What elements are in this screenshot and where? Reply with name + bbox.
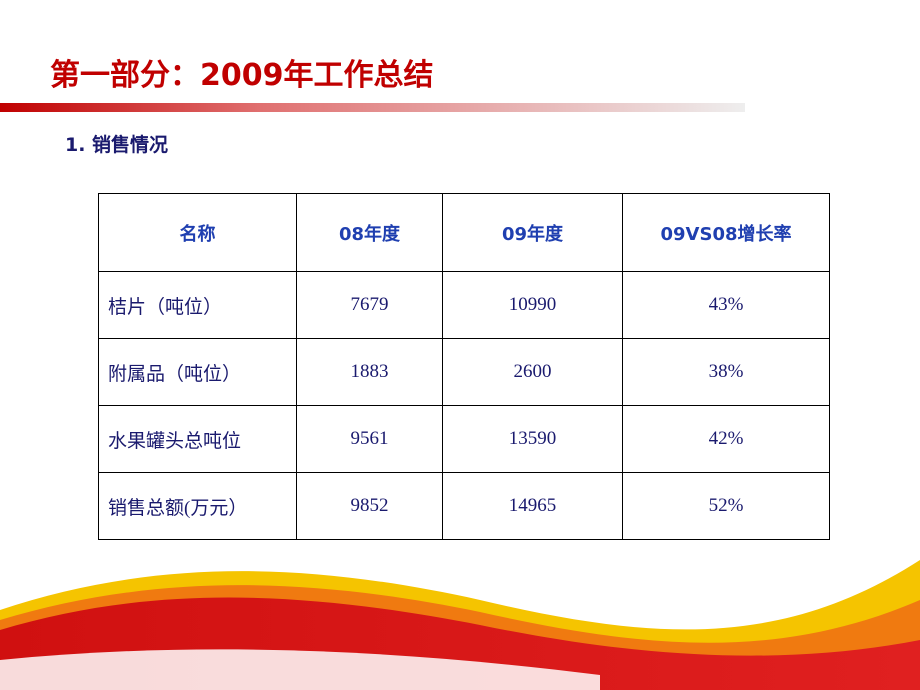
cell: 桔片（吨位） bbox=[98, 271, 297, 339]
cell: 附属品（吨位） bbox=[98, 338, 297, 406]
swoosh-white bbox=[0, 649, 600, 690]
cell: 13590 bbox=[442, 405, 623, 473]
sales-table: 名称 08年度 09年度 09VS08增长率 桔片（吨位） 7679 10990 43% 附属品… bbox=[98, 193, 830, 540]
section-title: 1. 销售情况 bbox=[65, 134, 169, 156]
cell: 38% bbox=[622, 338, 830, 406]
cell: 1883 bbox=[296, 338, 443, 406]
data-row: 销售总额(万元） 9852 14965 52% bbox=[98, 472, 830, 540]
cell: 14965 bbox=[442, 472, 623, 540]
cell: 7679 bbox=[296, 271, 443, 339]
cell: 9852 bbox=[296, 472, 443, 540]
cell: 42% bbox=[622, 405, 830, 473]
header-cell: 08年度 bbox=[296, 193, 443, 272]
cell: 52% bbox=[622, 472, 830, 540]
cell: 水果罐头总吨位 bbox=[98, 405, 297, 473]
cell: 43% bbox=[622, 271, 830, 339]
data-row: 桔片（吨位） 7679 10990 43% bbox=[98, 271, 830, 339]
data-row: 水果罐头总吨位 9561 13590 42% bbox=[98, 405, 830, 473]
header-cell: 09年度 bbox=[442, 193, 623, 272]
slide-title: 第一部分：2009年工作总结 bbox=[50, 58, 434, 93]
cell: 销售总额(万元） bbox=[98, 472, 297, 540]
cell: 2600 bbox=[442, 338, 623, 406]
cell: 9561 bbox=[296, 405, 443, 473]
title-bar bbox=[0, 103, 745, 112]
header-row: 名称 08年度 09年度 09VS08增长率 bbox=[98, 193, 830, 272]
cell: 10990 bbox=[442, 271, 623, 339]
data-row: 附属品（吨位） 1883 2600 38% bbox=[98, 338, 830, 406]
header-cell: 09VS08增长率 bbox=[622, 193, 830, 272]
header-cell: 名称 bbox=[98, 193, 297, 272]
